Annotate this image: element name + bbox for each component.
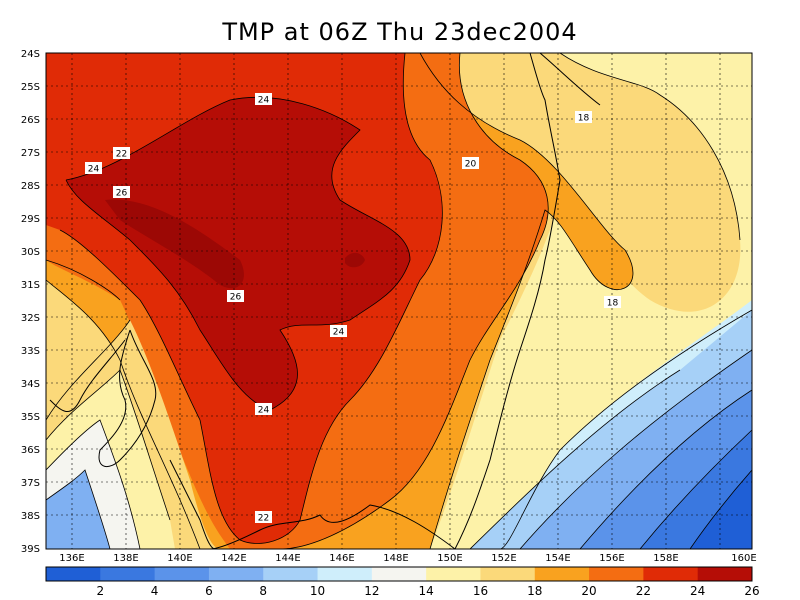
y-tick-label: 35S <box>21 412 40 423</box>
colorbar-swatch <box>643 567 699 581</box>
x-tick-label: 144E <box>275 553 300 564</box>
plot-frame <box>45 52 753 550</box>
colorbar-swatches <box>45 566 753 582</box>
contour-label: 22 <box>116 150 127 160</box>
x-tick-label: 146E <box>329 553 354 564</box>
x-tick-label: 148E <box>383 553 408 564</box>
y-tick-label: 36S <box>21 445 40 456</box>
x-tick-label: 158E <box>653 553 678 564</box>
colorbar-label: 22 <box>636 584 651 598</box>
contour-labels: 24 22 24 26 26 24 24 22 20 18 18 <box>85 93 621 524</box>
y-tick-label: 27S <box>21 148 40 159</box>
colorbar-label: 4 <box>151 584 159 598</box>
x-tick-label: 156E <box>599 553 624 564</box>
x-axis: 136E 138E 140E 142E 144E 146E 148E 150E … <box>59 553 756 564</box>
colorbar-frame <box>45 566 753 582</box>
colorbar-swatch <box>263 567 319 581</box>
colorbar-swatch <box>589 567 644 581</box>
colorbar-swatch <box>317 567 373 581</box>
x-tick-label: 150E <box>437 553 462 564</box>
contour-label: 24 <box>88 165 100 175</box>
colorbar-label: 14 <box>419 584 434 598</box>
band-se-2-4 <box>690 470 752 549</box>
colorbar-labels: 2 4 6 8 10 12 14 16 18 20 22 24 26 <box>96 584 759 598</box>
contour-label: 26 <box>116 189 128 199</box>
contour-label: 22 <box>258 514 269 524</box>
colorbar-swatch <box>697 567 753 581</box>
colorbar-label: 8 <box>259 584 267 598</box>
colorbar-swatch <box>46 567 101 581</box>
contour-label: 24 <box>258 96 270 106</box>
colorbar-swatch <box>371 567 427 581</box>
y-tick-label: 29S <box>21 214 40 225</box>
colorbar-swatch <box>426 567 481 581</box>
colorbar-swatch <box>534 567 590 581</box>
colorbar-label: 2 <box>96 584 104 598</box>
y-tick-label: 38S <box>21 511 40 522</box>
y-tick-label: 26S <box>21 115 40 126</box>
y-tick-label: 28S <box>21 181 40 192</box>
y-tick-label: 24S <box>21 49 40 60</box>
coastline <box>49 53 601 549</box>
band-26-28 <box>66 97 410 410</box>
colorbar-swatch <box>480 567 536 581</box>
contour-label: 20 <box>465 160 477 170</box>
contour-lines <box>46 53 752 549</box>
x-tick-label: 136E <box>59 553 84 564</box>
y-tick-label: 30S <box>21 247 40 258</box>
x-tick-label: 140E <box>167 553 192 564</box>
colorbar-label: 18 <box>527 584 542 598</box>
x-tick-label: 142E <box>221 553 246 564</box>
x-tick-label: 152E <box>491 553 516 564</box>
colorbar-label: 20 <box>581 584 596 598</box>
colorbar-label: 24 <box>690 584 705 598</box>
x-tick-label: 160E <box>731 553 756 564</box>
colorbar-swatch <box>208 567 264 581</box>
colorbar-label: 12 <box>364 584 379 598</box>
contour-label: 24 <box>333 328 345 338</box>
band-west-10-12 <box>46 470 110 549</box>
x-tick-label: 138E <box>113 553 138 564</box>
y-tick-label: 25S <box>21 82 40 93</box>
colorbar-label: 26 <box>744 584 759 598</box>
map-title: TMP at 06Z Thu 23dec2004 <box>222 18 578 46</box>
band-26-28-spot <box>345 252 365 268</box>
y-tick-label: 37S <box>21 478 40 489</box>
colorbar: 2 4 6 8 10 12 14 16 18 20 22 24 26 <box>45 566 760 598</box>
y-tick-label: 33S <box>21 346 40 357</box>
y-axis: 24S 25S 26S 27S 28S 29S 30S 31S 32S 33S … <box>21 49 40 555</box>
band-26-28-core <box>105 199 244 289</box>
y-tick-label: 39S <box>21 544 40 555</box>
y-tick-label: 31S <box>21 280 40 291</box>
contour-label: 26 <box>230 293 242 303</box>
colorbar-label: 16 <box>473 584 488 598</box>
colorbar-swatch <box>154 567 210 581</box>
x-tick-label: 154E <box>545 553 570 564</box>
colorbar-label: 10 <box>310 584 325 598</box>
y-tick-label: 32S <box>21 313 40 324</box>
contour-fill-layers <box>46 53 752 549</box>
colorbar-swatch <box>100 567 156 581</box>
y-tick-label: 34S <box>21 379 40 390</box>
colorbar-label: 6 <box>205 584 213 598</box>
contour-label: 24 <box>258 406 270 416</box>
contour-label: 18 <box>578 114 590 124</box>
contour-label: 18 <box>607 299 619 309</box>
